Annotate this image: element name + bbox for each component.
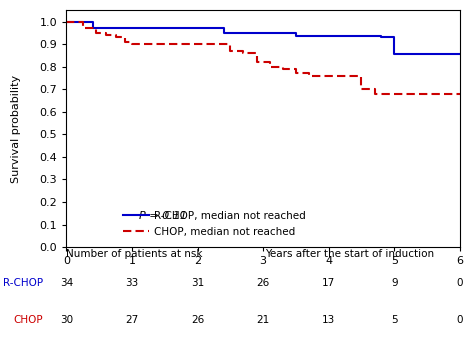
Text: 27: 27 xyxy=(125,315,138,325)
Text: 26: 26 xyxy=(191,315,204,325)
Text: 5: 5 xyxy=(391,315,398,325)
Text: 13: 13 xyxy=(322,315,335,325)
Text: 0: 0 xyxy=(456,278,463,288)
Text: 0: 0 xyxy=(456,315,463,325)
Text: 31: 31 xyxy=(191,278,204,288)
Text: 33: 33 xyxy=(125,278,138,288)
Legend: R-CHOP, median not reached, CHOP, median not reached: R-CHOP, median not reached, CHOP, median… xyxy=(123,211,306,237)
Text: 9: 9 xyxy=(391,278,398,288)
Text: Years after the start of induction: Years after the start of induction xyxy=(265,249,434,259)
Text: 21: 21 xyxy=(256,315,270,325)
Text: Number of patients at nsk: Number of patients at nsk xyxy=(66,249,203,259)
Text: 26: 26 xyxy=(256,278,270,288)
Text: 30: 30 xyxy=(60,315,73,325)
Text: CHOP: CHOP xyxy=(13,315,43,325)
Text: 34: 34 xyxy=(60,278,73,288)
Text: P = 0.11: P = 0.11 xyxy=(139,211,187,221)
Text: 17: 17 xyxy=(322,278,335,288)
Y-axis label: Survival probability: Survival probability xyxy=(11,75,21,183)
Text: R-CHOP: R-CHOP xyxy=(3,278,43,288)
